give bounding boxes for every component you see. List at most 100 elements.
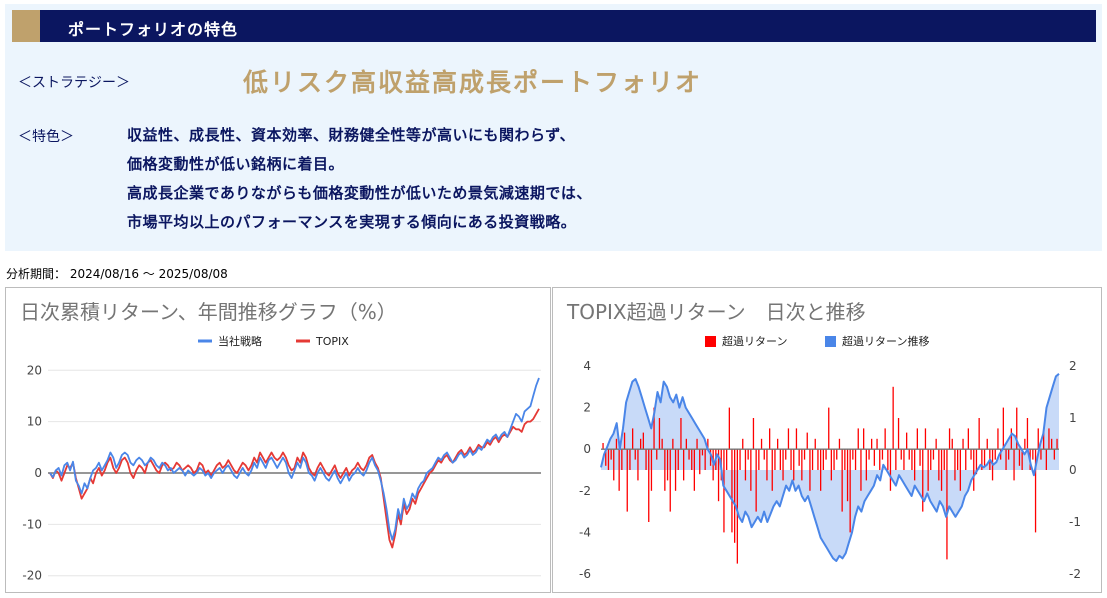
excess-return-bar: [978, 418, 980, 450]
excess-return-bar: [908, 449, 910, 460]
excess-return-chart: TOPIX超過リターン 日次と推移 超過リターン 超過リターン推移 4 2 0 -2 -4 -6…: [552, 287, 1102, 593]
excess-return-bar: [911, 449, 913, 470]
excess-return-bar: [605, 449, 607, 466]
excess-return-bar: [1045, 449, 1047, 470]
excess-return-bar: [975, 449, 978, 475]
excess-return-bar: [1021, 449, 1023, 470]
excess-return-bar: [728, 407, 730, 450]
legend-swatch-bar: [705, 336, 716, 347]
excess-return-bar: [787, 428, 790, 450]
excess-return-bar: [1018, 449, 1021, 466]
excess-return-bar: [750, 449, 752, 491]
excess-return-bar: [1000, 449, 1002, 460]
excess-return-bar: [777, 438, 779, 450]
excess-return-bar: [803, 449, 806, 460]
y2-tick-label: 0: [1069, 463, 1077, 477]
excess-return-bar: [841, 449, 843, 512]
excess-return-bar: [637, 449, 639, 481]
excess-return-bar: [986, 438, 988, 450]
series-line-topix: [49, 408, 540, 549]
excess-return-bar: [774, 449, 776, 470]
excess-return-bar: [873, 449, 875, 466]
y-tick-label: -10: [22, 517, 42, 531]
excess-return-bar: [760, 438, 763, 450]
excess-return-bar: [833, 449, 835, 470]
excess-return-bar: [854, 449, 857, 470]
excess-return-bar: [806, 432, 808, 450]
legend-label: 当社戦略: [218, 334, 262, 348]
excess-return-bar: [1002, 407, 1004, 450]
excess-return-bar: [707, 438, 709, 450]
excess-return-bar: [658, 418, 661, 450]
cumulative-return-chart: 日次累積リターン、年間推移グラフ（%） 当社戦略 TOPIX 20 10 0 -10 -20: [5, 287, 551, 593]
excess-return-bar: [629, 449, 631, 470]
excess-return-bar: [615, 438, 618, 450]
excess-return-bar: [930, 449, 932, 470]
excess-return-bar: [736, 449, 738, 564]
section-title: ポートフォリオの特色: [68, 20, 239, 39]
excess-return-bar: [696, 438, 698, 450]
excess-return-bar: [656, 449, 658, 460]
excess-return-bar: [881, 449, 884, 460]
excess-return-bar: [680, 418, 682, 450]
excess-return-bar: [957, 449, 959, 470]
excess-return-bar: [626, 449, 628, 512]
excess-return-bar: [820, 449, 822, 491]
excess-return-bar: [747, 449, 749, 460]
excess-return-bar: [922, 449, 924, 512]
excess-return-bar: [674, 449, 677, 491]
excess-return-bar: [650, 449, 653, 491]
excess-return-bar: [763, 449, 765, 460]
strategy-name: 低リスク高収益高成長ポートフォリオ: [243, 68, 703, 97]
excess-return-bar: [699, 449, 701, 475]
excess-return-bar: [884, 428, 886, 450]
excess-return-bar: [1053, 449, 1055, 460]
excess-return-bar: [876, 438, 878, 450]
excess-return-bar: [900, 449, 902, 460]
legend-label: 超過リターン推移: [842, 334, 929, 348]
excess-return-bar: [683, 449, 685, 481]
excess-return-bar: [860, 449, 862, 491]
y2-tick-label: -2: [1069, 567, 1081, 581]
excess-return-bar: [801, 449, 803, 481]
excess-return-bar: [642, 432, 644, 450]
excess-return-bar: [1032, 449, 1034, 460]
excess-return-bar: [704, 449, 706, 470]
excess-return-bar: [717, 449, 720, 502]
excess-return-bar: [771, 449, 773, 491]
excess-return-bar: [790, 449, 792, 470]
excess-return-bar: [726, 449, 728, 470]
excess-return-bar: [742, 438, 744, 450]
legend-label: 超過リターン: [722, 334, 787, 348]
excess-return-bar: [863, 428, 865, 450]
excess-return-bar: [744, 449, 747, 481]
excess-return-bar: [779, 449, 781, 470]
excess-return-bar: [809, 449, 811, 491]
excess-return-bar: [795, 428, 798, 450]
excess-return-bar: [677, 449, 679, 470]
excess-return-bar: [1005, 449, 1007, 470]
excess-return-bar: [943, 449, 945, 470]
excess-return-bar: [739, 449, 741, 470]
excess-return-bar: [836, 449, 838, 460]
series-line-strategy: [49, 377, 540, 541]
excess-return-bar: [994, 449, 996, 460]
y-tick-label: -20: [22, 569, 42, 583]
strategy-label: ＜ストラテジー＞: [18, 75, 130, 91]
features-label: ＜特色＞: [18, 129, 74, 145]
y-tick-label: -4: [579, 525, 591, 539]
excess-return-bar: [962, 438, 964, 450]
excess-return-bar: [1048, 428, 1050, 450]
excess-return-bar: [932, 449, 935, 460]
excess-return-bar: [868, 449, 870, 460]
excess-return-bar: [634, 449, 636, 460]
excess-return-bar: [906, 432, 908, 450]
excess-return-bar: [849, 449, 851, 533]
excess-cumulative-line: [600, 373, 1060, 562]
excess-return-bar: [852, 449, 854, 460]
excess-return-bar: [632, 428, 634, 450]
excess-return-bar: [653, 407, 655, 450]
excess-return-bar: [755, 449, 757, 512]
y2-tick-label: 2: [1069, 359, 1077, 373]
legend-swatch-area: [825, 336, 836, 347]
